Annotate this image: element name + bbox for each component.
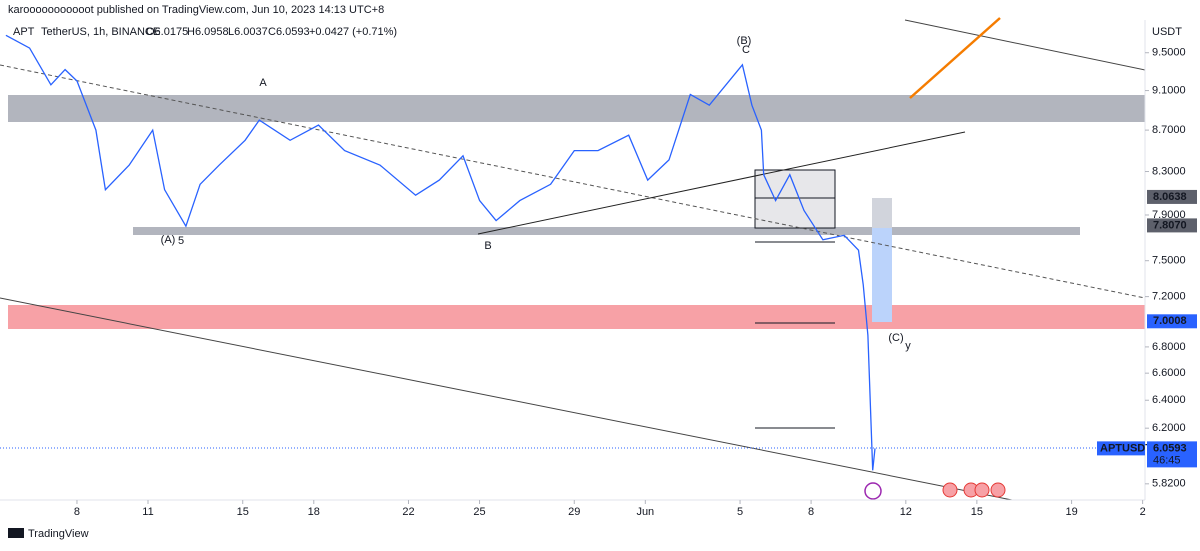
price-marker-label: 7.0008: [1153, 315, 1187, 327]
wave-label: A: [259, 77, 267, 89]
y-tick-label: 5.8200: [1152, 478, 1186, 490]
price-marker-label: 7.8070: [1153, 219, 1187, 231]
x-tick-label: 25: [473, 506, 485, 518]
brand-logo: [8, 528, 24, 538]
y-tick-label: 7.9000: [1152, 209, 1186, 221]
support-line-zone: [133, 227, 1080, 235]
instrument: TetherUS, 1h, BINANCE: [41, 26, 160, 38]
ohlc: L6.0037: [228, 26, 268, 38]
x-tick-label: 5: [737, 506, 743, 518]
ohlc: +0.0427 (+0.71%): [309, 26, 397, 38]
y-tick-label: 7.2000: [1152, 291, 1186, 303]
wave-label: (A): [161, 234, 176, 246]
last-price-marker: [1147, 441, 1197, 468]
brand: TradingView: [28, 528, 89, 540]
x-tick-label: 29: [568, 506, 580, 518]
event-icon[interactable]: [942, 482, 958, 498]
y-tick-label: 6.6000: [1152, 367, 1186, 379]
last-price-tag: [1097, 441, 1145, 456]
wave-label: 5: [178, 235, 184, 247]
x-tick-label: 2: [1140, 506, 1146, 518]
support-zone: [8, 305, 1145, 329]
event-icon[interactable]: [974, 482, 990, 498]
symbol: APT: [13, 26, 35, 38]
x-tick-label: 12: [900, 506, 912, 518]
projection-line: [909, 17, 1001, 99]
position-target: [872, 228, 892, 322]
wave-label: (B): [737, 35, 752, 47]
position-stop: [872, 198, 892, 228]
event-icon[interactable]: [864, 482, 882, 500]
x-tick-label: 19: [1065, 506, 1077, 518]
wave-label: y: [905, 340, 911, 352]
x-tick-label: 11: [142, 506, 153, 518]
price-marker: [1147, 314, 1197, 329]
y-tick-label: 6.4000: [1152, 394, 1186, 406]
x-tick-label: 15: [237, 506, 249, 518]
x-tick-label: 8: [74, 506, 80, 518]
wave-label: C: [742, 44, 750, 56]
x-tick-label: 22: [402, 506, 414, 518]
x-tick-label: 18: [308, 506, 320, 518]
x-tick-label: Jun: [636, 506, 654, 518]
price-marker: [1147, 189, 1197, 204]
y-tick-label: 7.5000: [1152, 255, 1186, 267]
trend-line: [0, 297, 1013, 501]
wave-label: (C): [888, 332, 903, 344]
x-tick-label: 15: [971, 506, 983, 518]
last-price-label: 6.0593: [1153, 442, 1187, 454]
last-price-symbol: APTUSDT: [1100, 442, 1152, 454]
fib-box: [754, 169, 836, 229]
y-tick-label: 6.8000: [1152, 341, 1186, 353]
drawings: [0, 17, 1146, 501]
price-marker: [1147, 218, 1197, 233]
price-marker-label: 8.0638: [1153, 191, 1187, 203]
ohlc: C6.0593: [268, 26, 310, 38]
wave-label: B: [484, 240, 491, 252]
x-tick-label: 8: [808, 506, 814, 518]
trend-line: [0, 64, 1146, 299]
trend-line: [477, 131, 966, 235]
resistance-zone: [8, 95, 1145, 122]
countdown: 46:45: [1153, 454, 1181, 466]
event-icon[interactable]: [990, 482, 1006, 498]
y-axis-unit: USDT: [1152, 26, 1182, 38]
price-line: [5, 34, 876, 471]
y-tick-label: 9.1000: [1152, 84, 1186, 96]
y-tick-label: 9.5000: [1152, 47, 1186, 59]
y-tick-label: 8.7000: [1152, 124, 1186, 136]
ohlc: O6.0175: [146, 26, 188, 38]
ohlc: H6.0958: [187, 26, 229, 38]
y-tick-label: 6.2000: [1152, 422, 1186, 434]
y-tick-label: 8.3000: [1152, 165, 1186, 177]
trend-line: [904, 19, 1146, 71]
publisher: karooooooooooot published on TradingView…: [8, 4, 384, 16]
